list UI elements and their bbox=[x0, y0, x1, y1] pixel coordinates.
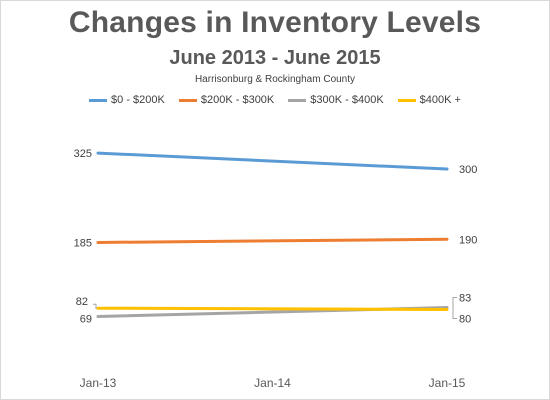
legend-label-400k-plus: $400K + bbox=[419, 94, 461, 106]
legend-swatch-200k-300k bbox=[178, 98, 197, 102]
data-label-start-300k-400k: 69 bbox=[80, 313, 92, 325]
series-line-400k bbox=[96, 306, 449, 311]
chart-subtitle: June 2013 - June 2015 bbox=[169, 47, 381, 69]
data-label-start-200k-300k: 185 bbox=[74, 237, 92, 249]
data-label-start-400k: 82 bbox=[76, 296, 88, 308]
leader-bracket-end bbox=[452, 297, 457, 319]
data-label-start-0-200k: 325 bbox=[74, 148, 92, 160]
legend-label-300k-400k: $300K - $400K bbox=[310, 94, 384, 106]
legend-label-0-200k: $0 - $200K bbox=[111, 94, 165, 106]
legend-item-200k-300k: $200K - $300K bbox=[178, 94, 275, 106]
legend-swatch-400k-plus bbox=[397, 98, 416, 102]
legend-item-0-200k: $0 - $200K bbox=[89, 94, 165, 106]
data-label-end-200k-300k: 190 bbox=[459, 234, 477, 246]
x-tick-label-jan-14: Jan-14 bbox=[254, 376, 291, 390]
leader-line-start-400k-plus bbox=[93, 303, 97, 310]
x-tick-label-jan-13: Jan-13 bbox=[80, 376, 117, 390]
legend-item-300k-400k: $300K - $400K bbox=[288, 94, 384, 106]
legend-swatch-300k-400k bbox=[288, 98, 307, 102]
legend-item-400k-plus: $400K + bbox=[397, 94, 461, 106]
chart-title: Changes in Inventory Levels bbox=[68, 6, 482, 39]
data-label-end-0-200k: 300 bbox=[459, 164, 477, 176]
data-label-end-300k-400k: 83 bbox=[459, 293, 471, 305]
series-line-0-200k bbox=[96, 151, 449, 171]
data-label-end-400k: 80 bbox=[459, 313, 471, 325]
chart-region-label: Harrisonburg & Rockingham County bbox=[194, 74, 356, 85]
legend-swatch-0-200k bbox=[89, 98, 108, 102]
legend-label-200k-300k: $200K - $300K bbox=[200, 94, 275, 106]
x-tick-label-jan-15: Jan-15 bbox=[429, 376, 466, 390]
series-line-200k-300k bbox=[96, 237, 449, 244]
chart-legend: $0 - $200K $200K - $300K $300K - $400K $… bbox=[0, 94, 550, 106]
